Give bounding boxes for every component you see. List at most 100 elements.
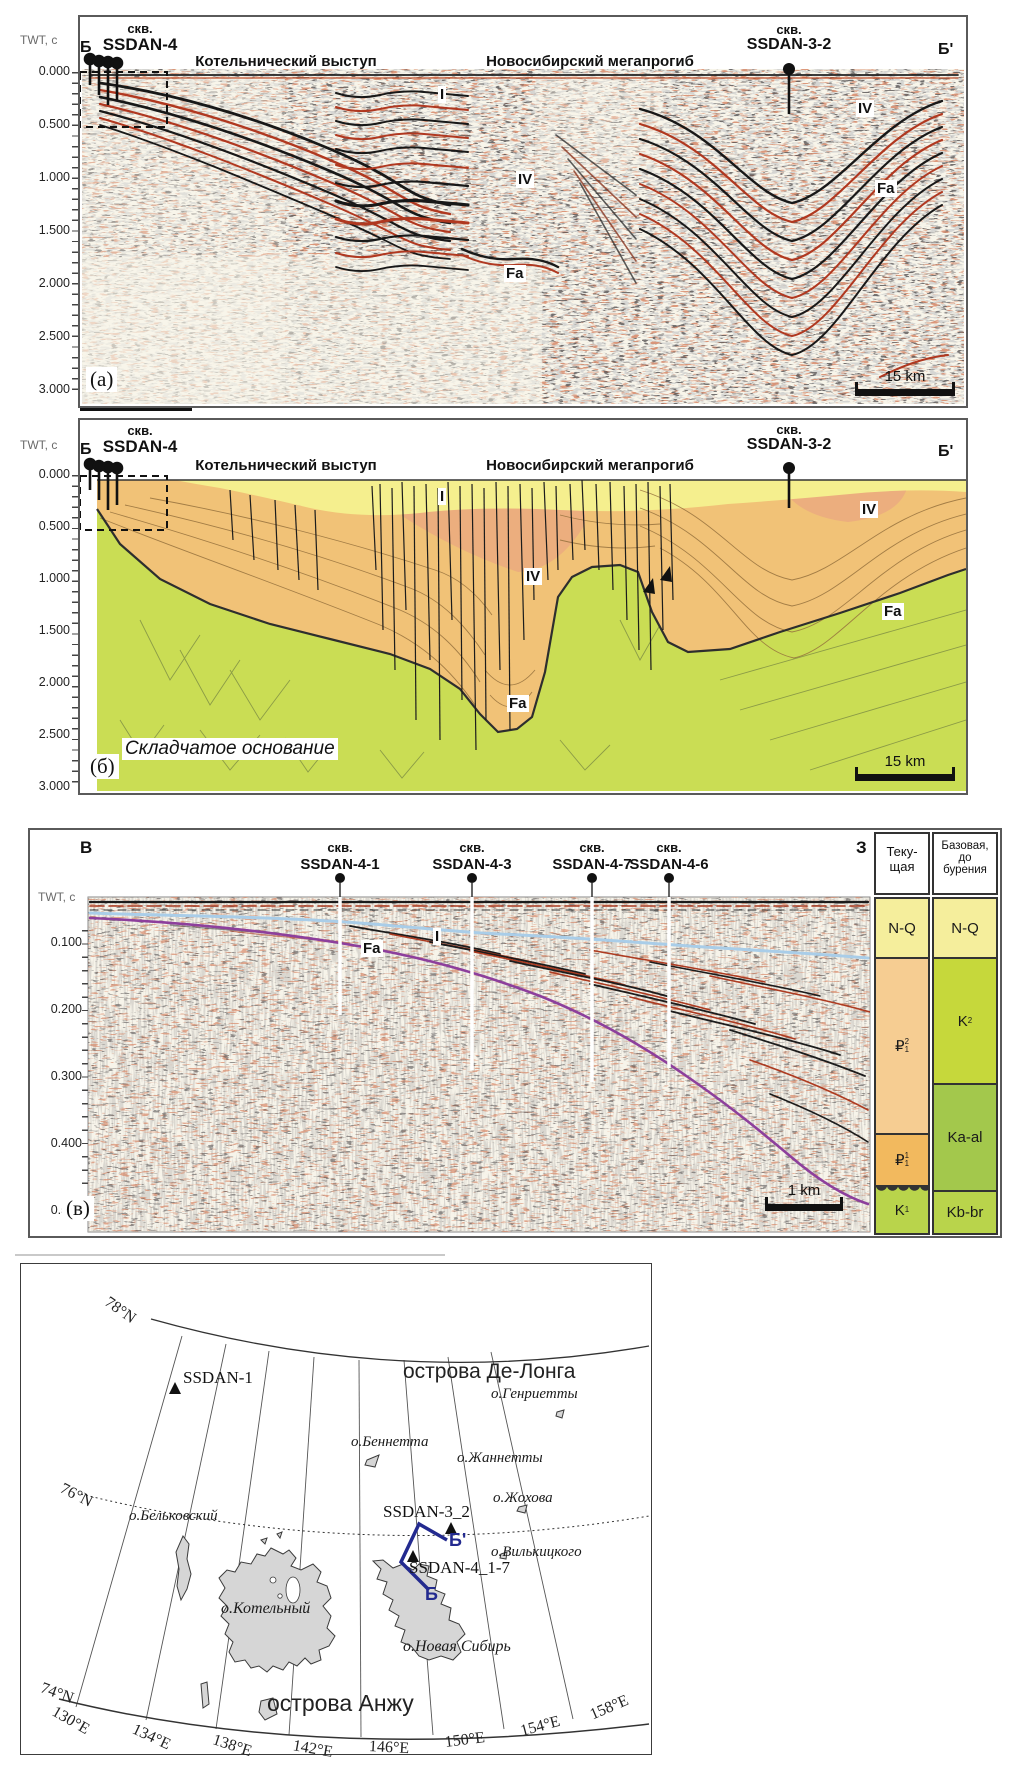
map-art (58, 1318, 650, 1740)
well-name-ssdan4: SSDAN-4 (102, 35, 178, 54)
well-name-ssdan43: SSDAN-4-3 (432, 856, 512, 873)
twt-tick: 3.000 (38, 382, 70, 396)
heading-novosibirsky: Новосибирский мегапрогиб (486, 53, 694, 70)
station-ssdan32: SSDAN-3_2 (383, 1502, 470, 1521)
twt-tick: 0.000 (38, 467, 70, 481)
strat-col2-header: Базовая, до бурения (932, 832, 998, 895)
twt-tick: 2.500 (38, 329, 70, 343)
horizon-label-I: I (438, 488, 447, 505)
horizon-label-Fa-east: Fa (875, 180, 897, 197)
well-symbol-ssdan32 (783, 63, 795, 114)
horizon-label-Fa: Fa (507, 695, 529, 712)
well-symbols-ssdan4 (83, 52, 124, 105)
strat-cell-p12: ₽2 1 (874, 957, 930, 1135)
twt-tick: 0.100 (50, 935, 82, 949)
well-skv-label: скв. (656, 840, 682, 855)
thrust-arrows (643, 566, 672, 594)
well-skv-label: скв. (127, 21, 153, 36)
zoom-extent-box (80, 475, 168, 531)
twt-tick: 2.000 (38, 675, 70, 689)
well-skv-label: скв. (776, 22, 802, 37)
horizon-label-Fa: Fa (504, 265, 526, 282)
unconformity-zigzag (876, 1185, 928, 1194)
panel-c-art (87, 873, 871, 1233)
twt-tick: 1.000 (38, 571, 70, 585)
profile-label-b: Б (425, 1584, 438, 1604)
twt-tick: 1.000 (38, 170, 70, 184)
heading-novosibirsky: Новосибирский мегапрогиб (486, 457, 694, 474)
island-genrietty: о.Генриетты (491, 1386, 578, 1402)
strat-cell-kbbr: Kb-br (932, 1190, 998, 1235)
well-symbol-ssdan32 (783, 462, 795, 508)
panel-a-art (80, 52, 964, 404)
twt-tick: 3.000 (38, 779, 70, 793)
twt-tick: 0.200 (50, 1002, 82, 1016)
station-ssdan417: SSDAN-4_1-7 (409, 1558, 511, 1577)
island-belkovsky: о.Бельковский (129, 1508, 218, 1524)
twt-minor-ticks (72, 475, 78, 788)
well-paths-white (338, 897, 671, 1082)
station-ssdan1: SSDAN-1 (183, 1368, 253, 1387)
twt-minor-ticks (72, 72, 78, 391)
twt-tick: 0.000 (38, 64, 70, 78)
horizon-label-IV-east: IV (860, 501, 879, 518)
scalebar-a (855, 382, 955, 396)
well-dots (335, 873, 674, 897)
island-zhannetty: о.Жаннетты (457, 1450, 543, 1466)
island-novaya-sibir: о.Новая Сибирь (403, 1638, 511, 1655)
island-vilkitsky: о.Вилькицкого (491, 1544, 582, 1560)
region-de-long-islands: острова Де-Лонга (403, 1360, 576, 1383)
horizon-label-I: I (433, 928, 442, 945)
scalebar-c (765, 1197, 843, 1211)
basement-label: Складчатое основание (122, 738, 338, 760)
strat-cell-kaal: Ka-al (932, 1083, 998, 1192)
panel-b-art (80, 457, 966, 791)
panel-tag-c: (в) (62, 1196, 94, 1221)
station-triangles (169, 1382, 457, 1562)
profile-end-marker: Б' (938, 443, 954, 460)
panel-c-highres-section: В З скв. SSDAN-4-1 скв. SSDAN-4-3 скв. S… (28, 828, 1002, 1238)
twt-tick: 1.500 (38, 223, 70, 237)
zoom-extent-box (80, 71, 168, 128)
island-zhokhova: о.Жохова (493, 1490, 553, 1506)
well-skv-label: скв. (579, 840, 605, 855)
region-anzhu-islands: острова Анжу (267, 1690, 414, 1716)
twt-tick: 0.500 (38, 117, 70, 131)
twt-tick: 2.000 (38, 276, 70, 290)
lon-label-146e: 146°E (368, 1738, 410, 1758)
well-symbols-ssdan4 (83, 457, 124, 510)
scalebar-text: 15 km (884, 753, 926, 770)
strat-col1-header: Теку-щая (874, 832, 930, 895)
strat-cell-nq-base: N-Q (932, 897, 998, 959)
faults (229, 479, 674, 751)
strat-cell-nq-current: N-Q (874, 897, 930, 959)
map-panel: 78°N 76°N 74°N 130°E 134°E 138°E 142°E 1… (20, 1263, 652, 1761)
direction-east: З (856, 838, 867, 857)
scalebar-b (855, 767, 955, 781)
well-name-ssdan4: SSDAN-4 (102, 437, 178, 456)
horizon-label-Fa: Fa (361, 940, 383, 957)
horizon-label-IV-east: IV (856, 100, 875, 117)
well-name-ssdan32: SSDAN-3-2 (746, 436, 832, 453)
horizon-label-I: I (438, 86, 447, 103)
scalebar-text: 15 km (884, 368, 926, 385)
twt-tick: 0.500 (38, 519, 70, 533)
horizon-label-Fa-east: Fa (882, 603, 904, 620)
profile-line-b-b2 (398, 1521, 448, 1592)
twt-tick: 1.500 (38, 623, 70, 637)
axis-baseline-segment (80, 408, 192, 411)
twt-axis-title: TWT, c (38, 890, 76, 904)
well-skv-label: скв. (459, 840, 485, 855)
twt-tick: 0.400 (50, 1136, 82, 1150)
panel-b-geologic-section: скв. SSDAN-4 Б Котельнический выступ Нов… (78, 418, 968, 795)
well-name-ssdan46: SSDAN-4-6 (629, 856, 709, 873)
island-bennetta: о.Беннетта (351, 1434, 429, 1450)
well-name-ssdan32: SSDAN-3-2 (746, 36, 832, 53)
panel-tag-b: (б) (86, 754, 119, 779)
strat-cell-p11: ₽1 1 (874, 1133, 930, 1187)
profile-start-marker: Б (80, 39, 92, 56)
island-kotelny: о.Котельный (221, 1600, 311, 1617)
twt-tick: 0.300 (50, 1069, 82, 1083)
